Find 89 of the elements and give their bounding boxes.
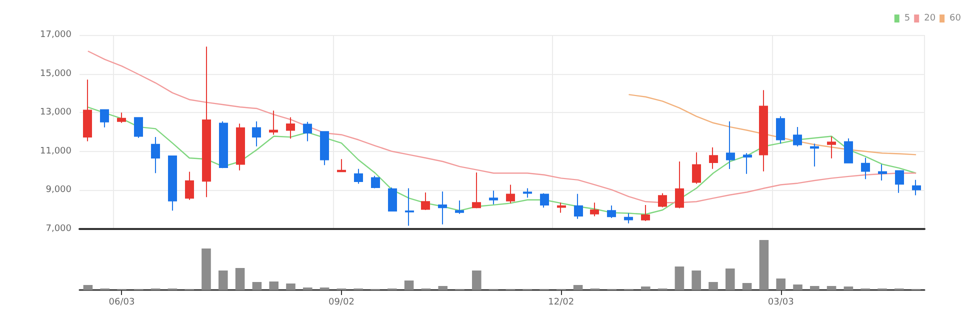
candlestick (168, 156, 177, 212)
y-tick-label: 7,000 (46, 224, 72, 234)
candlestick (810, 143, 819, 168)
candlestick (557, 202, 566, 214)
candlestick (523, 188, 532, 198)
bar (742, 283, 752, 290)
candlestick (421, 192, 430, 210)
candlestick (100, 109, 109, 128)
candlestick (607, 205, 616, 218)
candlestick (709, 146, 718, 170)
bar (844, 286, 854, 290)
candlestick (692, 152, 701, 184)
x-tick-label: 03/03 (768, 298, 794, 308)
bar (218, 270, 228, 290)
candlestick (540, 192, 549, 208)
candlestick (506, 184, 515, 204)
legend-label: 20 (924, 14, 936, 24)
bar (726, 268, 735, 290)
y-tick-label: 9,000 (46, 185, 72, 196)
candlestick (878, 164, 887, 181)
bar (776, 278, 786, 290)
candlestick (438, 191, 447, 225)
candlestick (236, 123, 245, 171)
legend-label: 60 (950, 14, 962, 24)
candlestick (574, 193, 583, 220)
candlestick (320, 131, 329, 166)
candlestick (303, 121, 312, 142)
candlestick (337, 158, 346, 172)
candlestick (861, 157, 870, 180)
candlestick (219, 120, 228, 169)
x-tick-label: 06/03 (108, 298, 135, 308)
candlestick (151, 136, 160, 174)
candlestick (117, 112, 126, 124)
line-series (87, 50, 917, 204)
candlestick (489, 190, 498, 205)
bar (708, 282, 718, 290)
bar (404, 280, 414, 290)
candlestick (675, 160, 684, 209)
candlestick (405, 188, 414, 226)
candlestick (827, 136, 836, 159)
candlestick (912, 179, 921, 196)
bar (692, 270, 701, 290)
candlestick (185, 171, 194, 200)
bar (269, 282, 278, 290)
legend-label: 5 (904, 14, 910, 24)
bar (573, 285, 583, 290)
bar (826, 286, 836, 290)
candlestick (726, 120, 735, 170)
bar (83, 285, 93, 290)
y-tick-label: 11,000 (40, 146, 72, 156)
candlestick (388, 186, 397, 212)
candlestick (252, 120, 261, 147)
candlestick (793, 126, 802, 147)
candlestick (641, 204, 650, 222)
line-series (87, 106, 917, 215)
x-tick-label: 09/02 (328, 298, 354, 308)
bar (235, 268, 245, 290)
line-series (628, 94, 917, 156)
bar (286, 284, 296, 290)
bar (472, 270, 482, 290)
bar (641, 286, 650, 290)
candlestick (202, 46, 211, 198)
candlestick (658, 192, 667, 208)
x-tick-label: 12/02 (548, 298, 574, 308)
bar (793, 284, 802, 290)
candlestick (743, 152, 752, 174)
y-tick-label: 15,000 (40, 68, 72, 79)
candlestick (844, 138, 853, 164)
candlestick (455, 200, 464, 214)
candlestick (83, 79, 92, 142)
bar (252, 282, 262, 290)
candlestick (759, 90, 768, 172)
candlestick (624, 212, 633, 224)
bar (810, 286, 820, 290)
candlestick (286, 116, 295, 140)
bar (438, 286, 448, 290)
candlestick (895, 170, 904, 194)
candlestick (354, 168, 363, 184)
bar (674, 266, 684, 290)
candlestick (134, 117, 143, 138)
y-tick-label: 17,000 (40, 30, 72, 40)
candlestick (776, 116, 785, 144)
candlestick (371, 175, 380, 189)
candlestick (590, 202, 599, 217)
candlestick (472, 172, 481, 209)
y-tick-label: 13,000 (40, 108, 72, 118)
candlestick (269, 110, 278, 136)
bar (759, 240, 769, 290)
bar (202, 248, 211, 290)
